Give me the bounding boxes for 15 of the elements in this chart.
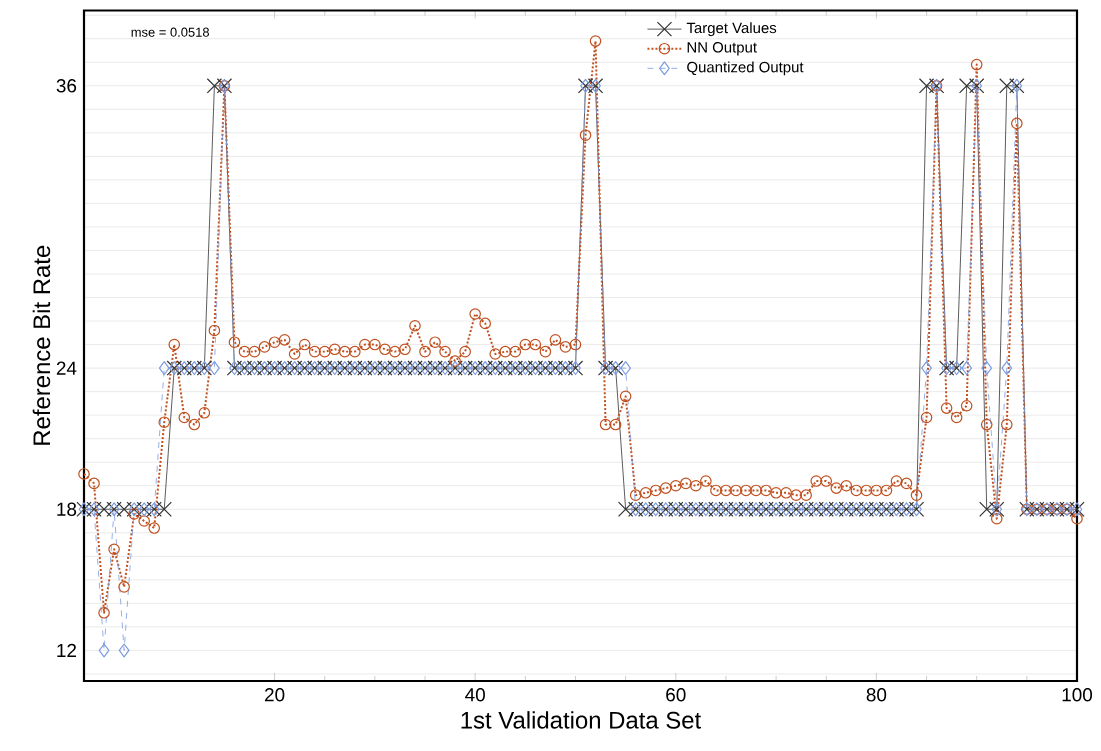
x-tick-label: 80 (866, 688, 887, 702)
legend-label: Target Values (686, 22, 777, 37)
x-tick-label: 100 (1062, 688, 1093, 702)
y-tick-label: 12 (57, 643, 77, 658)
y-tick-label: 24 (56, 361, 77, 375)
legend-label: Quantized Output (687, 61, 804, 76)
y-tick-label: 36 (56, 79, 77, 93)
x-axis-title: 1st Validation Data Set (461, 711, 702, 729)
y-tick-label: 18 (57, 502, 77, 516)
y-axis-title: Reference Bit Rate (32, 245, 51, 445)
x-tick-label: 60 (666, 688, 686, 702)
x-tick-label: 20 (264, 688, 285, 702)
legend-label: NN Output (687, 42, 757, 56)
x-tick-label: 40 (465, 688, 485, 702)
annotation: mse = 0.0518 (131, 27, 209, 37)
